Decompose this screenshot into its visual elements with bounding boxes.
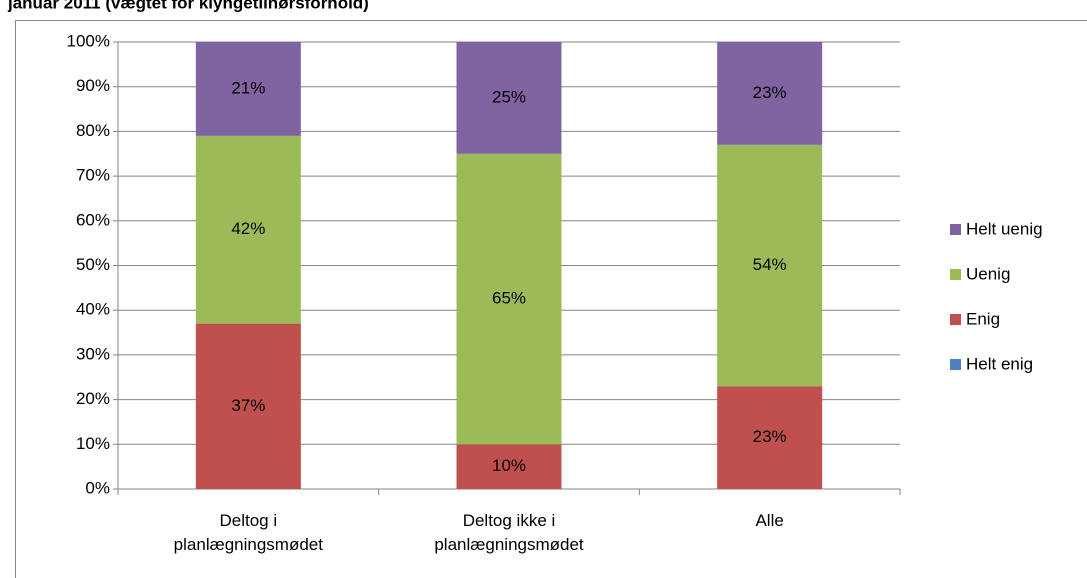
y-tick-label: 60% bbox=[76, 210, 110, 229]
bar-segment bbox=[195, 135, 301, 324]
data-label: 42% bbox=[231, 219, 265, 238]
title-background bbox=[0, 0, 570, 20]
data-label: 37% bbox=[231, 396, 265, 415]
legend-label: Enig bbox=[966, 309, 1000, 328]
chart-title: januar 2011 (vægtet for klyngetilhørsfor… bbox=[7, 0, 369, 12]
data-label: 65% bbox=[492, 289, 526, 308]
legend-swatch bbox=[950, 269, 961, 280]
y-tick-label: 100% bbox=[67, 31, 110, 50]
bar-segment bbox=[195, 42, 301, 136]
bar-segment bbox=[717, 42, 823, 145]
data-label: 23% bbox=[753, 427, 787, 446]
legend-swatch bbox=[950, 224, 961, 235]
legend-label: Helt uenig bbox=[966, 219, 1043, 238]
legend-label: Uenig bbox=[966, 264, 1010, 283]
legend-label: Helt enig bbox=[966, 354, 1033, 373]
y-tick-label: 40% bbox=[76, 300, 110, 319]
y-tick-label: 20% bbox=[76, 389, 110, 408]
x-tick-label: Alle bbox=[755, 511, 784, 530]
bar-segment bbox=[456, 42, 562, 154]
y-tick-label: 50% bbox=[76, 255, 110, 274]
chart-frame bbox=[15, 20, 1087, 578]
data-label: 10% bbox=[492, 456, 526, 475]
legend-swatch bbox=[950, 314, 961, 325]
y-tick-label: 30% bbox=[76, 344, 110, 363]
legend-swatch bbox=[950, 359, 961, 370]
bar-segment bbox=[456, 444, 562, 489]
x-tick-label: Deltog i planlægningsmødet bbox=[173, 511, 323, 554]
bar-segment bbox=[717, 386, 823, 489]
y-tick-label: 10% bbox=[76, 434, 110, 453]
y-tick-label: 90% bbox=[76, 76, 110, 95]
y-tick-label: 0% bbox=[85, 478, 110, 497]
y-tick-label: 70% bbox=[76, 166, 110, 185]
data-label: 25% bbox=[492, 87, 526, 106]
bar-segment bbox=[195, 323, 301, 489]
data-label: 54% bbox=[753, 255, 787, 274]
data-label: 23% bbox=[753, 83, 787, 102]
x-tick-label: Deltog ikke i planlægningsmødet bbox=[434, 511, 584, 554]
bar-segment bbox=[717, 144, 823, 387]
y-tick-label: 80% bbox=[76, 121, 110, 140]
bar-segment bbox=[456, 153, 562, 445]
data-label: 21% bbox=[231, 78, 265, 97]
